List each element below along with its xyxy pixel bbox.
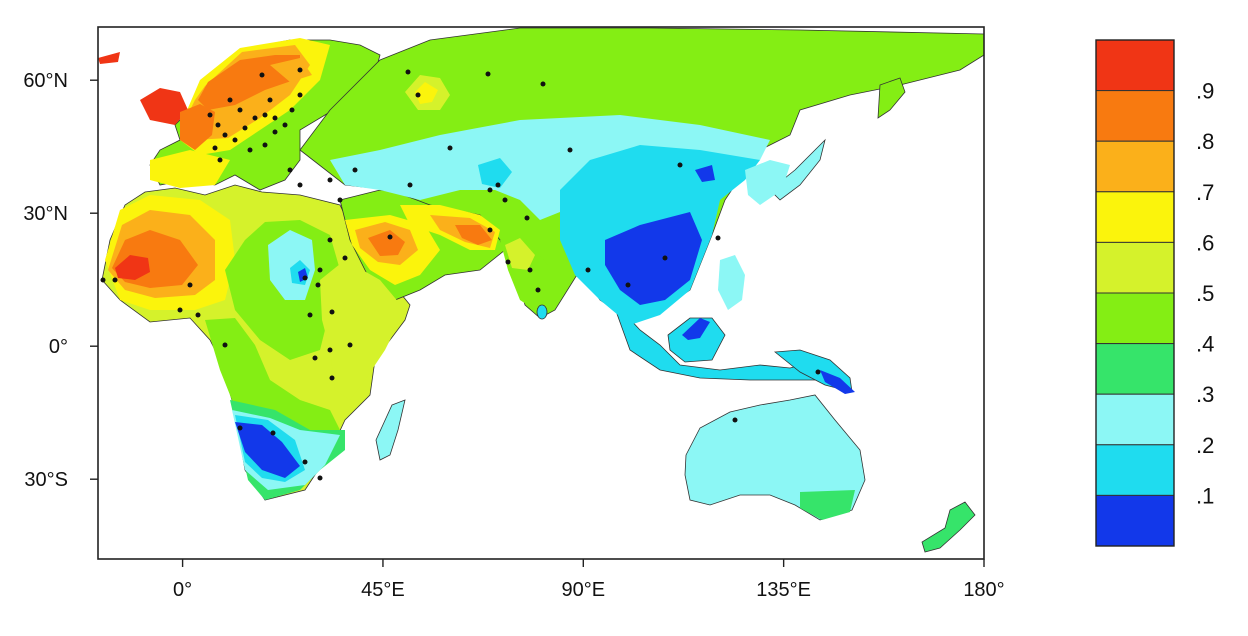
y-tick-label: 30°S <box>24 469 68 491</box>
colorbar-label: .8 <box>1196 129 1214 154</box>
x-tick-label: 180° <box>963 579 1004 601</box>
kamchatka-region <box>877 77 906 119</box>
colorbar-outline <box>1095 39 1175 547</box>
colorbar-swatch <box>1095 90 1175 142</box>
colorbar-swatch <box>1095 444 1175 496</box>
colorbar-swatch <box>1095 343 1175 395</box>
colorbar-swatch <box>1095 140 1175 193</box>
colorbar-label: .6 <box>1196 230 1214 255</box>
y-tick-label: 60°N <box>23 70 68 92</box>
x-tick-label: 135°E <box>756 579 811 601</box>
map-frame <box>97 26 985 560</box>
colorbar-swatch <box>1095 241 1175 294</box>
colorbar-swatch <box>1095 191 1175 243</box>
y-tick-label: 0° <box>49 336 68 358</box>
colorbar-swatch <box>1095 292 1175 345</box>
borneo-region <box>667 317 726 363</box>
station-markers <box>100 67 821 481</box>
colorbar-label: .9 <box>1196 79 1214 104</box>
x-tick-label: 45°E <box>361 579 405 601</box>
colorbar: .9 .8 .7 .6 .5 .4 .3 .2 .1 <box>1095 39 1214 547</box>
colorbar-swatch <box>1095 393 1175 446</box>
japan-region <box>769 138 826 201</box>
x-tick-label: 0° <box>173 579 192 601</box>
map-area <box>98 27 984 553</box>
colorbar-swatch <box>1095 39 1175 92</box>
colorbar-label: .1 <box>1196 483 1214 508</box>
colorbar-swatch <box>1095 494 1175 547</box>
madagascar-region <box>375 399 406 461</box>
colorbar-label: .3 <box>1196 382 1214 407</box>
colorbar-label: .2 <box>1196 433 1214 458</box>
australia-region <box>684 394 866 521</box>
new-zealand-region <box>921 501 976 553</box>
y-tick-label: 30°N <box>23 203 68 225</box>
colorbar-label: .5 <box>1196 281 1214 306</box>
colorbar-label: .4 <box>1196 332 1214 357</box>
sri-lanka-region <box>536 304 548 320</box>
y-axis: 60°N 30°N 0° 30°S <box>23 70 98 491</box>
colorbar-label: .7 <box>1196 180 1214 205</box>
x-tick-label: 90°E <box>561 579 605 601</box>
x-axis: 0° 45°E 90°E 135°E 180° <box>173 559 1005 601</box>
